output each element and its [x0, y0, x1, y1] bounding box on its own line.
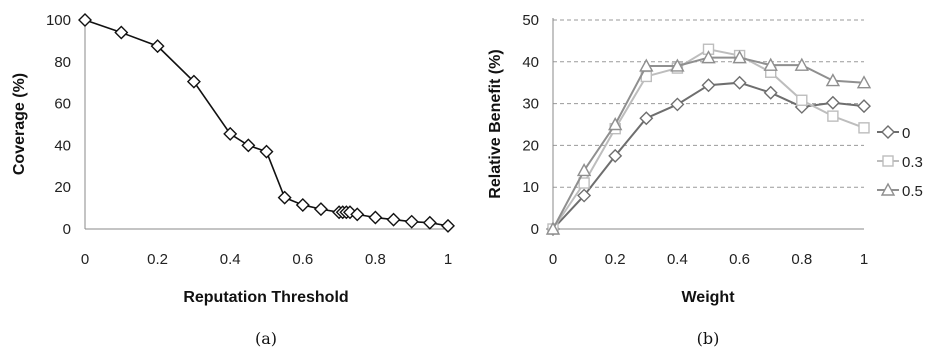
data-point [578, 177, 590, 189]
chart-b-x-ticks: 0 0.2 0.4 0.6 0.8 1 [549, 251, 868, 268]
y-tick-label: 0 [531, 221, 539, 238]
y-tick-label: 30 [522, 96, 539, 113]
chart-a-caption: (a) [255, 329, 277, 348]
y-tick-label: 40 [54, 137, 71, 154]
x-tick-label: 0.8 [365, 251, 386, 268]
series-0 [78, 13, 455, 233]
y-tick-label: 0 [63, 221, 71, 238]
data-point [732, 50, 747, 64]
series-0 [546, 75, 871, 236]
legend-marker [881, 125, 895, 139]
data-point [732, 75, 747, 90]
data-point [545, 221, 561, 235]
chart-a-x-axis-title: Reputation Threshold [183, 289, 348, 306]
data-point [857, 99, 871, 114]
series-line [552, 48, 865, 230]
data-point [295, 197, 310, 212]
data-point [259, 144, 274, 159]
data-point [186, 74, 201, 89]
data-point [701, 78, 716, 93]
data-point [223, 126, 238, 141]
data-point [441, 218, 455, 233]
data-point [114, 25, 129, 40]
data-point [858, 122, 870, 134]
x-tick-label: 0.2 [605, 251, 626, 268]
data-point [368, 210, 383, 225]
data-point [670, 97, 685, 112]
legend-label: 0 [902, 125, 910, 142]
data-point [313, 202, 328, 217]
data-point [701, 50, 716, 64]
data-point [577, 188, 592, 203]
data-point [422, 215, 437, 230]
legend-label: 0.3 [902, 154, 923, 171]
legend-item-0: 0 [877, 125, 910, 142]
chart-b-y-axis-title: Relative Benefit (%) [487, 49, 504, 198]
x-tick-label: 0.8 [791, 251, 812, 268]
x-tick-label: 0.6 [729, 251, 750, 268]
data-point [639, 111, 654, 126]
data-point [608, 117, 623, 131]
x-tick-label: 0 [549, 251, 557, 268]
y-tick-label: 100 [46, 12, 71, 29]
data-point [796, 94, 808, 106]
chart-a: 0 20 40 60 80 100 0 0.2 0.4 0.6 0.8 1 Reputation T… [11, 12, 455, 348]
chart-b-axes [552, 18, 864, 230]
legend-item-0.5: 0.5 [877, 182, 923, 200]
data-point [856, 75, 872, 89]
data-point [576, 163, 592, 177]
y-tick-label: 80 [54, 54, 71, 71]
chart-b: 0 10 20 30 40 50 0 0.2 0.4 0.6 0.8 1 0 0.3 0.5 Weigh… [487, 12, 923, 348]
y-tick-label: 50 [522, 12, 539, 29]
x-tick-label: 1 [860, 251, 868, 268]
chart-b-y-ticks: 0 10 20 30 40 50 [522, 12, 539, 238]
series-0.3 [547, 43, 870, 235]
data-point [78, 13, 92, 27]
chart-b-caption: (b) [697, 329, 720, 348]
data-point [608, 148, 623, 163]
y-tick-label: 20 [54, 179, 71, 196]
data-point [670, 58, 685, 72]
legend-label: 0.5 [902, 183, 923, 200]
data-point [827, 110, 839, 122]
data-point [241, 138, 256, 153]
chart-a-axes [84, 18, 448, 230]
x-tick-label: 0.2 [147, 251, 168, 268]
chart-b-x-axis-title: Weight [681, 289, 735, 306]
data-point [386, 212, 401, 227]
data-point [639, 58, 654, 72]
chart-b-legend: 0 0.3 0.5 [877, 125, 923, 200]
data-point [825, 73, 841, 87]
data-point [350, 207, 365, 222]
chart-a-y-ticks: 0 20 40 60 80 100 [46, 12, 71, 238]
x-tick-label: 0 [81, 251, 89, 268]
x-tick-label: 0.6 [292, 251, 313, 268]
data-point [825, 95, 840, 110]
x-tick-label: 0.4 [220, 251, 241, 268]
y-tick-label: 40 [522, 54, 539, 71]
series-0.5 [545, 50, 872, 235]
chart-b-series [545, 43, 872, 236]
y-tick-label: 10 [522, 179, 539, 196]
data-point [794, 57, 809, 71]
data-point [277, 190, 292, 205]
series-line [84, 19, 449, 227]
legend-marker [880, 182, 896, 196]
x-tick-label: 0.4 [667, 251, 688, 268]
legend-item-0.3: 0.3 [877, 154, 923, 171]
data-point [404, 214, 419, 229]
x-tick-label: 1 [444, 251, 452, 268]
legend-marker [882, 155, 894, 167]
data-point [763, 85, 778, 100]
chart-a-series [78, 13, 455, 233]
y-tick-label: 60 [54, 96, 71, 113]
chart-a-y-axis-title: Coverage (%) [11, 73, 28, 175]
y-tick-label: 20 [522, 137, 539, 154]
data-point [763, 57, 778, 71]
chart-a-x-ticks: 0 0.2 0.4 0.6 0.8 1 [81, 251, 452, 268]
data-point [150, 39, 165, 54]
